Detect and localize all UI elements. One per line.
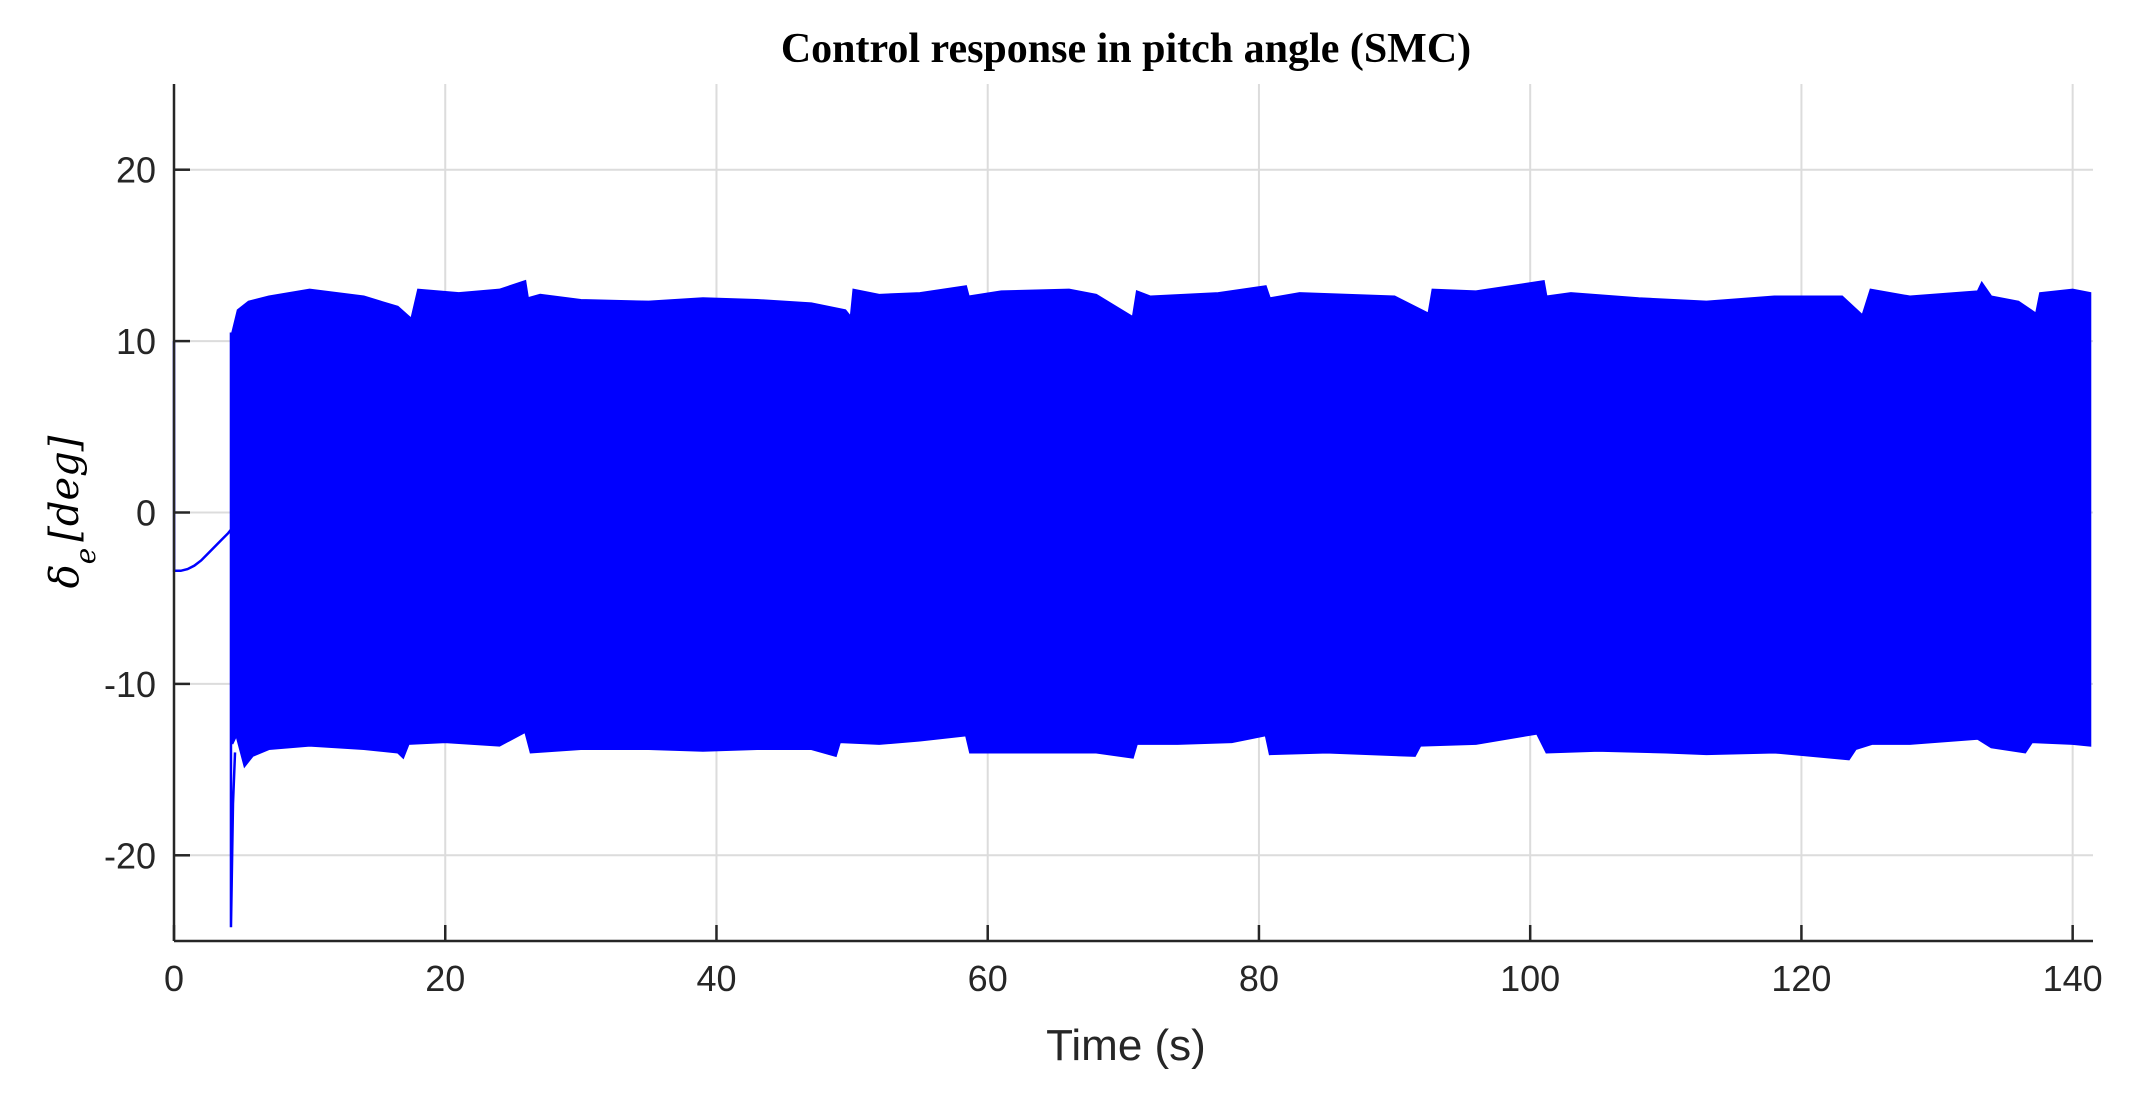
y-tick-label: -10: [104, 664, 156, 705]
chart-title: Control response in pitch angle (SMC): [781, 26, 1471, 72]
y-axis-label: δe [deg]: [42, 435, 102, 588]
oscillation-band: [231, 279, 2092, 769]
x-tick-label: 120: [1771, 958, 1831, 999]
x-tick-label: 100: [1500, 958, 1560, 999]
y-tick-label: -20: [104, 835, 156, 876]
tick-labels: 0 20 40 60 80 100 120 140 -20 -10 0 10 20: [104, 150, 2103, 999]
x-tick-label: 60: [968, 958, 1008, 999]
initial-transient-line: [172, 341, 232, 573]
axes: [172, 84, 2093, 943]
y-axis-label-unit: [deg]: [42, 435, 88, 541]
data-series: [172, 279, 2092, 928]
y-tick-label: 0: [136, 493, 156, 534]
x-tick-label: 140: [2043, 958, 2103, 999]
transient-spike: [229, 332, 237, 928]
y-axis-label-symbol: δ: [42, 564, 88, 588]
x-axis-label: Time (s): [1046, 1021, 1206, 1070]
x-tick-label: 20: [425, 958, 465, 999]
y-tick-label: 20: [116, 150, 156, 191]
y-tick-label: 10: [116, 321, 156, 362]
x-tick-label: 80: [1239, 958, 1279, 999]
x-tick-label: 0: [164, 958, 184, 999]
x-tick-label: 40: [696, 958, 736, 999]
y-axis-label-subscript: e: [69, 548, 102, 565]
